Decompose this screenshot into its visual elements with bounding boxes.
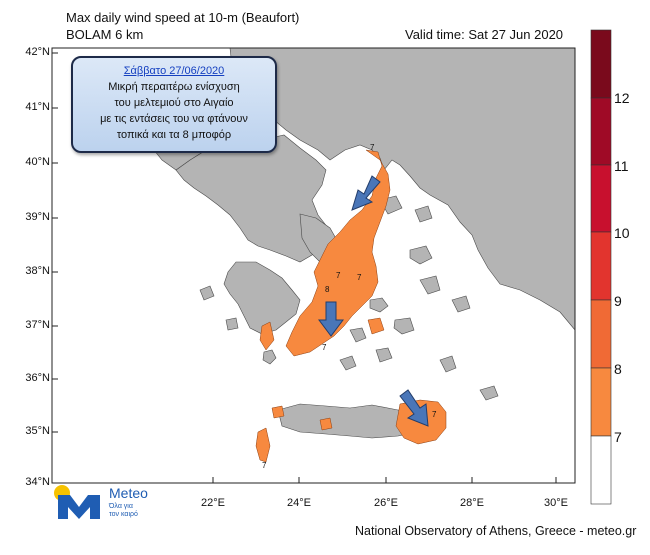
lon-label-28: 28°E (460, 497, 484, 509)
arrow-crete (399, 389, 429, 427)
meteo-logo: Meteo Όλα για τον καιρό (52, 483, 162, 523)
arrow-north-aegean (351, 175, 381, 211)
label-b7-1: 7 (370, 143, 375, 152)
lon-label-30: 30°E (544, 497, 568, 509)
forecast-annotation-box: Σάββατο 27/06/2020 Μικρή περαιτέρω ενίσχ… (71, 56, 277, 153)
logo-tagline-1: Όλα για (109, 503, 133, 510)
lat-label-41: 41°N (25, 101, 50, 113)
colorbar-label-12: 12 (614, 90, 630, 106)
label-b7-5: 7 (432, 410, 437, 419)
colorbar-label-10: 10 (614, 225, 630, 241)
meteo-logo-mark (54, 485, 100, 519)
annotation-line-3: με τις εντάσεις του να φτάνουν (100, 113, 248, 125)
lat-label-38: 38°N (25, 265, 50, 277)
footer-credit: National Observatory of Athens, Greece -… (355, 524, 637, 538)
lon-label-26: 26°E (374, 497, 398, 509)
colorbar-bin-below7 (590, 435, 612, 505)
valid-time: Valid time: Sat 27 Jun 2020 (405, 27, 564, 42)
map-frame (51, 47, 576, 484)
annotation-line-1: Μικρή περαιτέρω ενίσχυση (108, 81, 240, 93)
label-b7-6: 7 (262, 461, 267, 470)
lon-label-22: 22°E (201, 497, 225, 509)
label-b7-2: 7 (357, 273, 362, 282)
lat-label-39: 39°N (25, 211, 50, 223)
wind-arrows (318, 175, 429, 427)
lat-label-36: 36°N (25, 372, 50, 384)
colorbar (590, 29, 612, 505)
colorbar-label-8: 8 (614, 361, 622, 377)
lat-label-34: 34°N (25, 476, 50, 488)
lat-label-35: 35°N (25, 425, 50, 437)
label-b7-3: 7 (336, 271, 341, 280)
model-name: BOLAM 6 km (66, 27, 144, 42)
colorbar-bin-9 (590, 231, 612, 301)
arrow-cyclades (318, 301, 344, 337)
label-b7-4: 7 (322, 343, 327, 352)
lat-label-42: 42°N (25, 46, 50, 58)
annotation-line-4: τοπικά και τα 8 μποφόρ (116, 129, 232, 141)
colorbar-bin-7 (590, 367, 612, 437)
lat-label-40: 40°N (25, 156, 50, 168)
colorbar-bin-10 (590, 164, 612, 233)
meteo-m-icon (58, 495, 100, 519)
lat-label-37: 37°N (25, 319, 50, 331)
axis-ticks (52, 52, 557, 483)
map-title: Max daily wind speed at 10-m (Beaufort) (66, 10, 300, 25)
colorbar-bin-12 (590, 29, 612, 99)
colorbar-label-7: 7 (614, 429, 622, 445)
colorbar-label-9: 9 (614, 293, 622, 309)
annotation-line-2: του μελτεμιού στο Αιγαίο (114, 97, 234, 109)
logo-tagline-2: τον καιρό (109, 511, 138, 518)
wind-force-7-areas (255, 149, 447, 463)
logo-brand: Meteo (109, 485, 148, 501)
lon-label-24: 24°E (287, 497, 311, 509)
logo-tagline: Όλα για τον καιρό (109, 503, 138, 519)
label-b8: 8 (325, 285, 330, 294)
colorbar-label-11: 11 (614, 158, 629, 174)
colorbar-bin-8 (590, 299, 612, 369)
annotation-date: Σάββατο 27/06/2020 (123, 65, 225, 77)
colorbar-bin-11 (590, 97, 612, 166)
